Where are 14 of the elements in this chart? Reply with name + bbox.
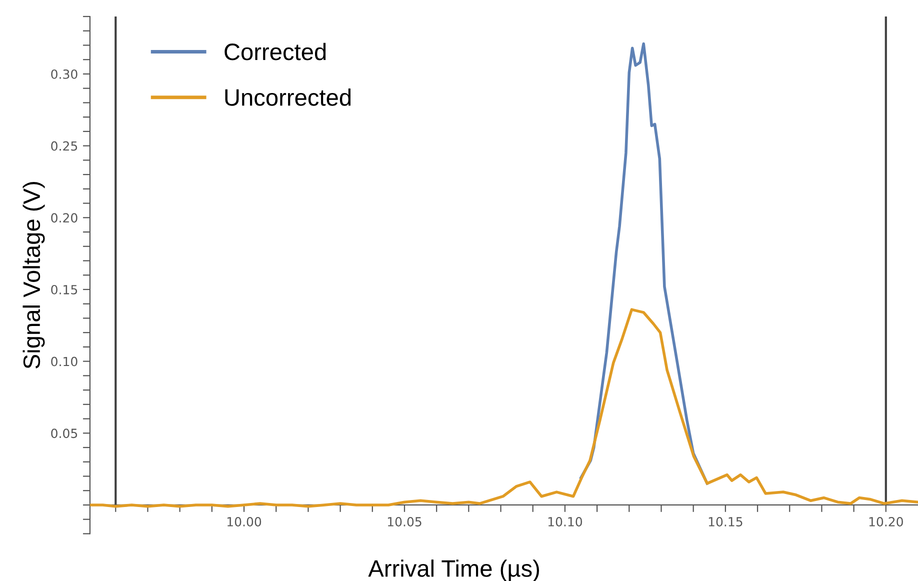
x-tick-label: 10.20 — [869, 517, 903, 526]
y-tick-label: 0.30 — [51, 69, 78, 79]
x-tick-label: 10.00 — [228, 517, 262, 526]
y-axis-title: Signal Voltage (V) — [22, 182, 45, 369]
x-tick-label: 10.05 — [388, 517, 422, 526]
legend-label: Uncorrected — [225, 88, 351, 106]
x-tick-label: 10.15 — [708, 517, 742, 526]
legend-label: Corrected — [224, 42, 326, 60]
y-tick-label: 0.20 — [51, 213, 78, 223]
x-tick-label: 10.10 — [548, 517, 582, 526]
y-tick-label: 0.05 — [51, 428, 78, 438]
y-tick-label: 0.10 — [51, 356, 78, 366]
y-tick-label: 0.25 — [51, 141, 78, 151]
y-tick-label: 0.15 — [51, 284, 78, 294]
